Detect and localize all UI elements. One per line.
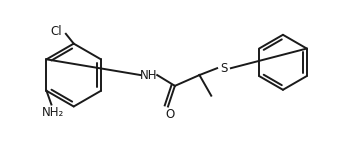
Text: Cl: Cl bbox=[50, 25, 62, 38]
Text: NH: NH bbox=[140, 69, 157, 82]
Text: NH₂: NH₂ bbox=[42, 106, 64, 119]
Text: S: S bbox=[220, 62, 228, 75]
Text: O: O bbox=[165, 108, 175, 121]
